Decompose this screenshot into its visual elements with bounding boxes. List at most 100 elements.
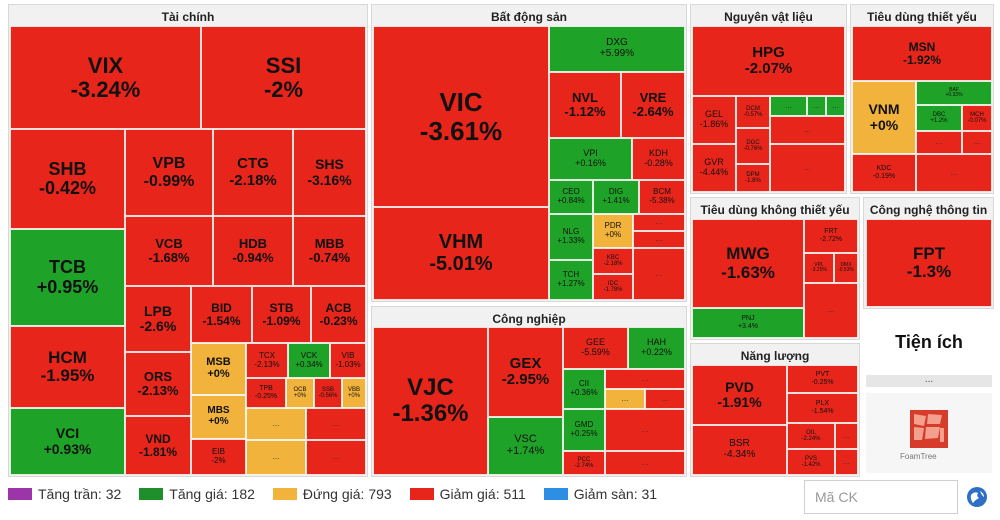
tile-tch[interactable]: TCH +1.27% [549, 260, 593, 300]
tile-pvd[interactable]: PVD -1.91% [692, 365, 787, 425]
tile-gex[interactable]: GEX -2.95% [488, 327, 563, 417]
tile-ocb[interactable]: OCB +0% [286, 378, 314, 408]
tile-more[interactable]: ... [633, 214, 685, 231]
tile-vci[interactable]: VCI +0.93% [10, 408, 125, 475]
tile-dxg[interactable]: DXG +5.99% [549, 26, 685, 72]
tile-eib[interactable]: EIB -2% [191, 439, 246, 475]
tile-more[interactable]: ... [807, 96, 826, 116]
tile-vck[interactable]: VCK +0.34% [288, 343, 330, 378]
tile-pvt[interactable]: PVT -0.25% [787, 365, 858, 393]
tile-kdh[interactable]: KDH -0.28% [632, 138, 685, 180]
tile-vjc[interactable]: VJC -1.36% [373, 327, 488, 475]
tile-gel[interactable]: GEL -1.86% [692, 96, 736, 144]
tile-more[interactable]: ... [605, 451, 685, 475]
tile-pcc[interactable]: PCC -2.74% [563, 451, 605, 475]
tile-more[interactable]: ... [633, 248, 685, 300]
tile-tcx[interactable]: TCX -2.13% [246, 343, 288, 378]
tile-more[interactable]: ... [306, 408, 366, 440]
tile-ceo[interactable]: CEO +0.84% [549, 180, 593, 214]
tile-gmd[interactable]: GMD +0.25% [563, 409, 605, 451]
tile-cii[interactable]: CII +0.36% [563, 369, 605, 409]
tile-gee[interactable]: GEE -5.59% [563, 327, 628, 369]
tile-vnm[interactable]: VNM +0% [852, 81, 916, 154]
tile-hcm[interactable]: HCM -1.95% [10, 326, 125, 408]
tile-ssb[interactable]: SSB -0.56% [314, 378, 342, 408]
tile-shb[interactable]: SHB -0.42% [10, 129, 125, 229]
stock-code-search-input[interactable] [804, 480, 958, 514]
tile-more[interactable]: ... [770, 116, 845, 144]
tile-ors[interactable]: ORS -2.13% [125, 352, 191, 416]
tile-more[interactable]: ... [916, 154, 992, 192]
tile-vpb[interactable]: VPB -0.99% [125, 129, 213, 216]
tile-mbb[interactable]: MBB -0.74% [293, 216, 366, 286]
tile-gvr[interactable]: GVR -4.44% [692, 144, 736, 192]
tile-mbs[interactable]: MBS +0% [191, 395, 246, 439]
tile-vpl[interactable]: VPL -3.25% [804, 253, 834, 283]
tile-vnd[interactable]: VND -1.81% [125, 416, 191, 475]
tile-more[interactable]: ... [246, 440, 306, 475]
tile-hdb[interactable]: HDB -0.94% [213, 216, 293, 286]
tile-mwg[interactable]: MWG -1.63% [692, 219, 804, 308]
tile-more[interactable]: ... [916, 131, 962, 154]
sector-tien-ich[interactable]: Tiện ích [866, 312, 992, 372]
tile-oil[interactable]: OIL -2.24% [787, 423, 835, 449]
tile-more[interactable]: ... [835, 423, 858, 449]
tile-tcb[interactable]: TCB +0.95% [10, 229, 125, 326]
tile-more[interactable]: ... [605, 369, 685, 389]
tile-vix[interactable]: VIX -3.24% [10, 26, 201, 129]
tile-frt[interactable]: FRT -2.72% [804, 219, 858, 253]
tile-vcb[interactable]: VCB -1.68% [125, 216, 213, 286]
tile-stb[interactable]: STB -1.09% [252, 286, 311, 343]
tile-ctg[interactable]: CTG -2.18% [213, 129, 293, 216]
tile-plx[interactable]: PLX -1.54% [787, 393, 858, 423]
tile-pnj[interactable]: PNJ +3.4% [692, 308, 804, 338]
tile-bid[interactable]: BID -1.54% [191, 286, 252, 343]
tile-dpm[interactable]: DPM -1.8% [736, 164, 770, 192]
tile-shs[interactable]: SHS -3.16% [293, 129, 366, 216]
tile-more[interactable]: ... [962, 131, 992, 154]
tile-vpi[interactable]: VPI +0.16% [549, 138, 632, 180]
tile-pdr[interactable]: PDR +0% [593, 214, 633, 248]
tile-kdc[interactable]: KDC -0.19% [852, 154, 916, 192]
tile-more[interactable]: ... [246, 408, 306, 440]
tile-vib[interactable]: VIB -1.03% [330, 343, 366, 378]
tile-bcm[interactable]: BCM -5.38% [639, 180, 685, 214]
tile-hpg[interactable]: HPG -2.07% [692, 26, 845, 96]
tile-vhm[interactable]: VHM -5.01% [373, 207, 549, 300]
tile-bsr[interactable]: BSR -4.34% [692, 425, 787, 475]
tile-baf[interactable]: BAF +0.33% [916, 81, 992, 105]
tile-more[interactable]: ... [633, 231, 685, 248]
tile-pvs[interactable]: PVS -1.42% [787, 449, 835, 475]
tile-more[interactable]: ... [835, 449, 858, 475]
tile-dgc[interactable]: DGC -0.76% [736, 128, 770, 164]
tile-more[interactable]: ... [770, 96, 807, 116]
tile-more[interactable]: ... [770, 144, 845, 192]
tile-acb[interactable]: ACB -0.23% [311, 286, 366, 343]
tile-dbc[interactable]: DBC +1.2% [916, 105, 962, 131]
tile-mch[interactable]: MCH -0.07% [962, 105, 992, 131]
tien-ich-more[interactable]: ... [866, 375, 992, 387]
tile-hah[interactable]: HAH +0.22% [628, 327, 685, 369]
tile-dcm[interactable]: DCM -0.57% [736, 96, 770, 128]
tile-dig[interactable]: DIG +1.41% [593, 180, 639, 214]
tile-msn[interactable]: MSN -1.92% [852, 26, 992, 81]
tile-kbc[interactable]: KBC -2.18% [593, 248, 633, 274]
tile-vre[interactable]: VRE -2.64% [621, 72, 685, 138]
tile-vic[interactable]: VIC -3.61% [373, 26, 549, 207]
globe-icon[interactable] [966, 486, 988, 508]
tile-more[interactable]: ... [306, 440, 366, 475]
tile-nvl[interactable]: NVL -1.12% [549, 72, 621, 138]
tile-vbb[interactable]: VBB +0% [342, 378, 366, 408]
tile-ssi[interactable]: SSI -2% [201, 26, 366, 129]
tile-tpb[interactable]: TPB -0.25% [246, 378, 286, 408]
tile-lpb[interactable]: LPB -2.6% [125, 286, 191, 352]
tile-vsc[interactable]: VSC +1.74% [488, 417, 563, 475]
tile-more[interactable]: ... [605, 389, 645, 409]
tile-msb[interactable]: MSB +0% [191, 343, 246, 395]
tile-more[interactable]: ... [645, 389, 685, 409]
tile-idc[interactable]: IDC -1.78% [593, 274, 633, 300]
tile-more[interactable]: ... [605, 409, 685, 451]
tile-more[interactable]: ... [826, 96, 845, 116]
tile-nlg[interactable]: NLG +1.33% [549, 214, 593, 260]
tile-dmx[interactable]: DMX -0.53% [834, 253, 858, 283]
